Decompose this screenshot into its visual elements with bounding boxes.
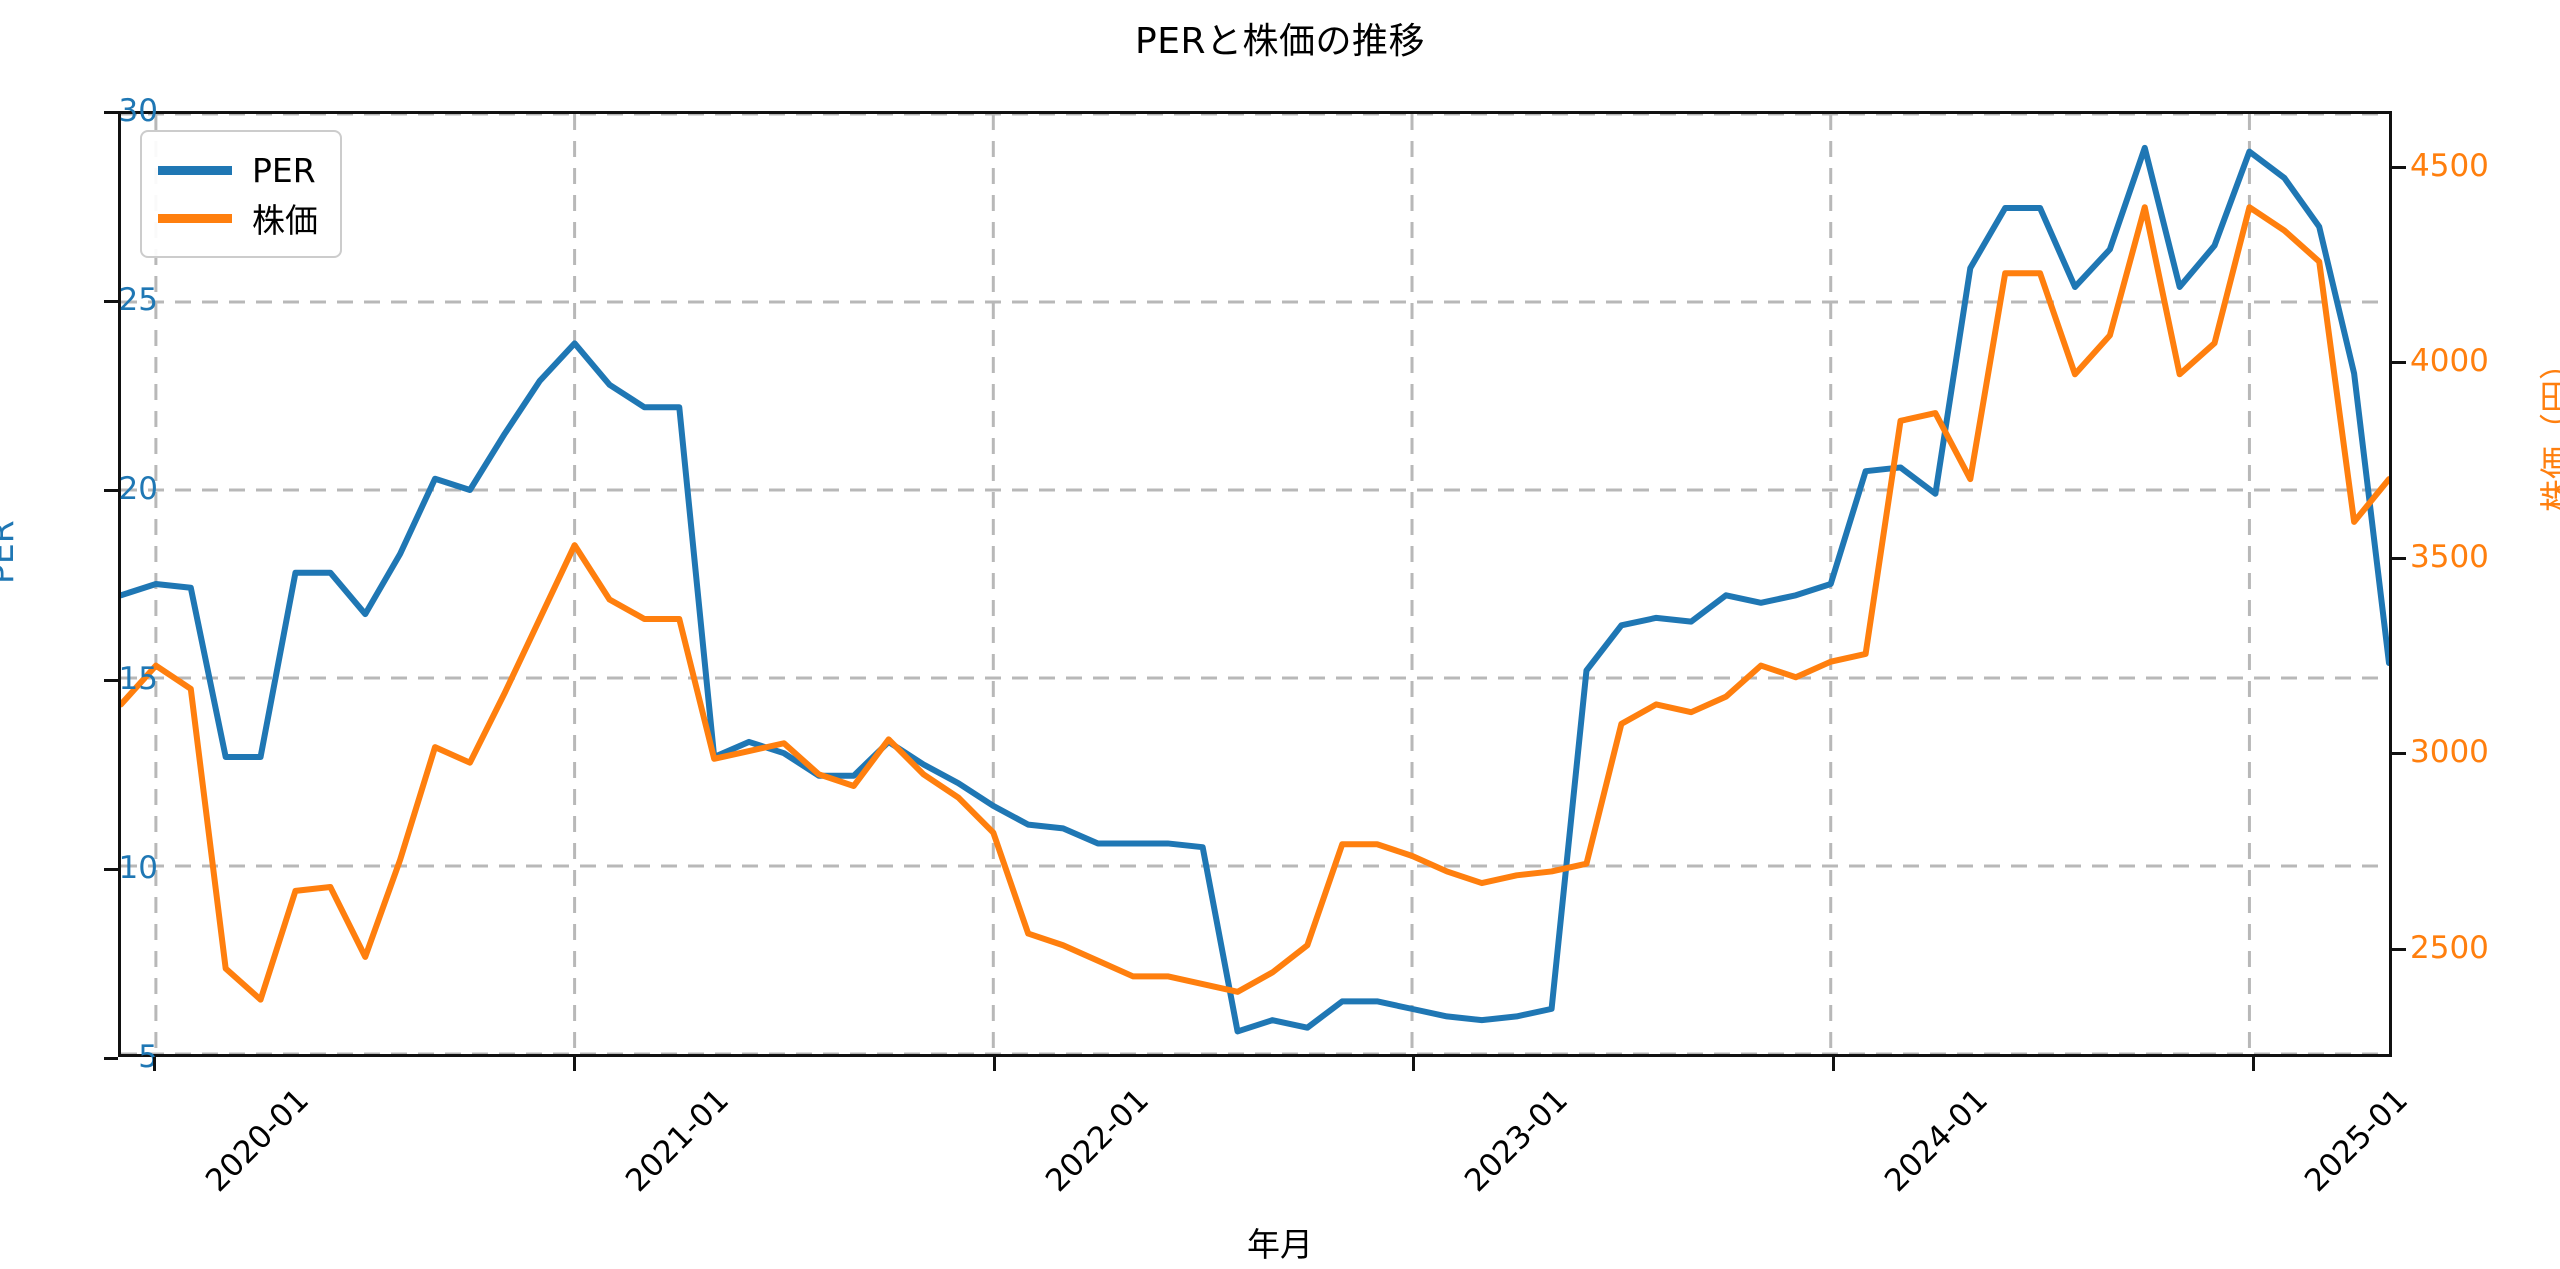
x-axis-tick-label: 2024-01 bbox=[1878, 1082, 1996, 1200]
y-axis-right-tick-label: 4500 bbox=[2410, 147, 2489, 184]
gridlines bbox=[121, 114, 2389, 1054]
y-axis-left-tick-label: 25 bbox=[118, 282, 158, 319]
y-axis-right-tick-label: 4000 bbox=[2410, 343, 2489, 380]
series-line-price bbox=[121, 207, 2389, 999]
y-axis-left-tick-mark bbox=[104, 867, 118, 871]
x-axis-tick-label: 2023-01 bbox=[1458, 1082, 1576, 1200]
y-axis-left-label: PER bbox=[0, 520, 21, 584]
y-axis-right-tick-mark bbox=[2392, 361, 2406, 365]
y-axis-right-tick-label: 3000 bbox=[2410, 734, 2489, 771]
x-axis-tick-mark bbox=[1832, 1057, 1836, 1071]
x-axis-tick-label: 2021-01 bbox=[618, 1082, 736, 1200]
x-axis-label: 年月 bbox=[1247, 1225, 1313, 1264]
y-axis-right-tick-mark bbox=[2392, 556, 2406, 560]
y-axis-left-tick-label: 20 bbox=[118, 471, 158, 508]
x-axis-tick-mark bbox=[992, 1057, 996, 1071]
chart-legend: PER 株価 bbox=[140, 130, 342, 258]
legend-swatch-price bbox=[158, 213, 232, 223]
x-axis-tick-label: 2025-01 bbox=[2297, 1082, 2416, 1200]
chart-title: PERと株価の推移 bbox=[1135, 21, 1425, 62]
y-axis-right-tick-mark bbox=[2392, 947, 2406, 951]
y-axis-left-tick-label: 15 bbox=[118, 660, 158, 697]
y-axis-left-tick-mark bbox=[104, 489, 118, 493]
x-axis-tick-mark bbox=[2252, 1057, 2256, 1071]
x-axis-tick-label: 2020-01 bbox=[198, 1082, 316, 1200]
x-axis-tick-mark bbox=[1412, 1057, 1416, 1071]
x-axis-tick-label: 2022-01 bbox=[1038, 1082, 1156, 1200]
y-axis-right-label: 株価（円） bbox=[2537, 347, 2560, 512]
y-axis-right-tick-label: 3500 bbox=[2410, 538, 2489, 575]
legend-swatch-per bbox=[158, 165, 232, 175]
x-axis-tick-mark bbox=[572, 1057, 576, 1071]
x-axis-tick-mark bbox=[152, 1057, 156, 1071]
plot-svg bbox=[121, 114, 2389, 1054]
y-axis-left-tick-mark bbox=[104, 1057, 118, 1060]
y-axis-left-tick-mark bbox=[104, 111, 118, 114]
legend-label-price: 株価 bbox=[252, 201, 318, 240]
y-axis-right-tick-mark bbox=[2392, 752, 2406, 756]
y-axis-left-tick-label: 10 bbox=[118, 849, 158, 886]
legend-label-per: PER bbox=[252, 150, 316, 190]
y-axis-right-tick-label: 2500 bbox=[2410, 929, 2489, 966]
plot-area bbox=[118, 111, 2392, 1057]
series-lines bbox=[121, 148, 2389, 1032]
y-axis-left-tick-mark bbox=[104, 300, 118, 304]
y-axis-left-tick-mark bbox=[104, 678, 118, 682]
legend-item-price: 株価 bbox=[158, 194, 318, 242]
series-line-per bbox=[121, 148, 2389, 1032]
y-axis-right-tick-mark bbox=[2392, 165, 2406, 169]
y-axis-left-tick-label: 30 bbox=[118, 93, 158, 129]
legend-item-per: PER bbox=[158, 146, 318, 194]
